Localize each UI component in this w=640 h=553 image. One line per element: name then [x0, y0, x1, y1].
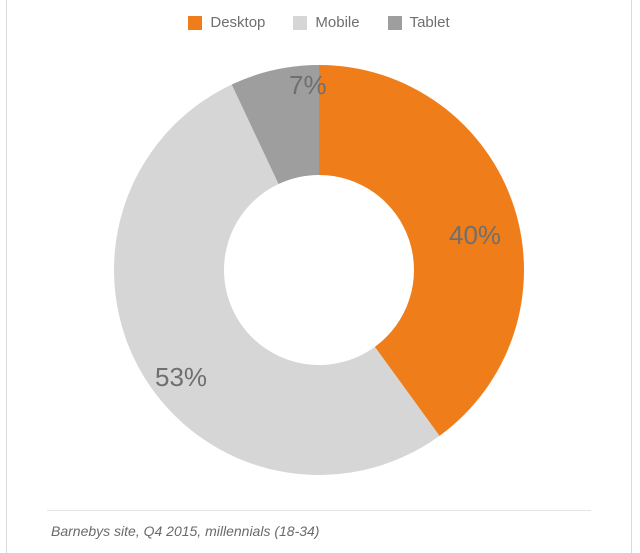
legend-label-mobile: Mobile	[315, 14, 359, 31]
legend-item-mobile: Mobile	[293, 14, 359, 31]
chart-frame: Desktop Mobile Tablet 40% 53% 7% Barneby…	[6, 0, 632, 553]
legend-label-tablet: Tablet	[410, 14, 450, 31]
slice-label-tablet: 7%	[289, 70, 327, 101]
donut-svg	[99, 50, 539, 490]
legend-label-desktop: Desktop	[210, 14, 265, 31]
legend-item-desktop: Desktop	[188, 14, 265, 31]
legend-swatch-desktop	[188, 16, 202, 30]
slice-label-mobile: 53%	[155, 362, 207, 393]
legend-item-tablet: Tablet	[388, 14, 450, 31]
slice-label-desktop: 40%	[449, 220, 501, 251]
divider	[47, 510, 591, 511]
legend-swatch-tablet	[388, 16, 402, 30]
legend: Desktop Mobile Tablet	[7, 14, 631, 31]
caption: Barnebys site, Q4 2015, millennials (18-…	[51, 523, 319, 539]
legend-swatch-mobile	[293, 16, 307, 30]
donut-chart: 40% 53% 7%	[99, 50, 539, 490]
